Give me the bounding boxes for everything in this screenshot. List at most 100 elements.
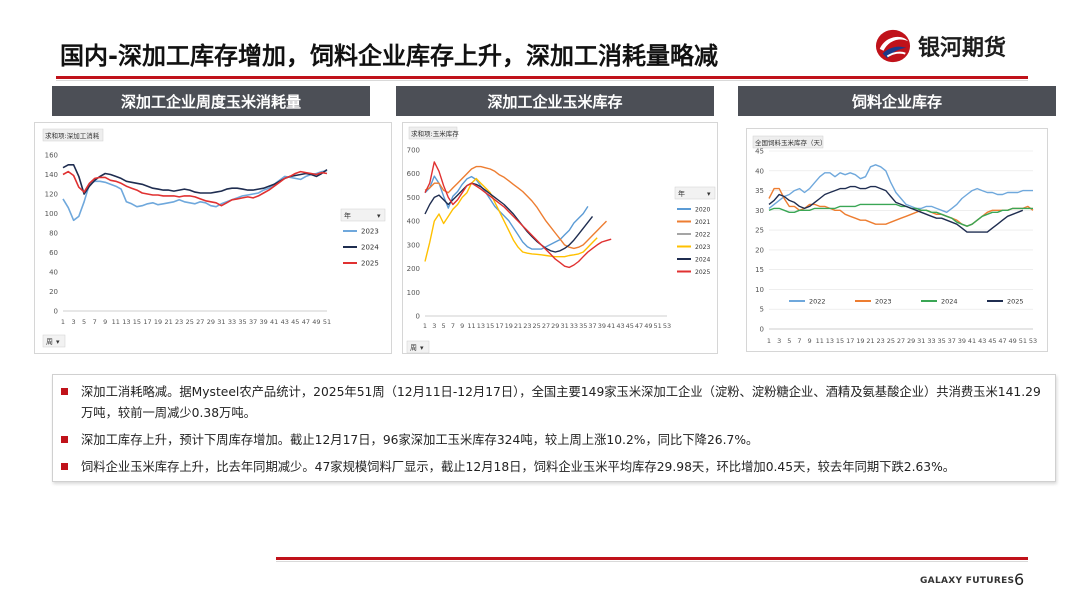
- x-tick-label: 13: [122, 318, 130, 326]
- x-tick-label: 13: [477, 322, 485, 330]
- x-tick-label: 25: [533, 322, 541, 330]
- x-tick-label: 31: [917, 337, 925, 345]
- x-filter-icon: ▾: [420, 344, 424, 352]
- y-tick-label: 100: [407, 289, 420, 297]
- legend-label: 2024: [695, 257, 710, 264]
- x-tick-label: 19: [505, 322, 513, 330]
- x-tick-label: 29: [207, 318, 215, 326]
- x-tick-label: 53: [1029, 337, 1037, 345]
- x-tick-label: 35: [579, 322, 587, 330]
- y-tick-label: 40: [49, 269, 58, 277]
- y-tick-label: 0: [54, 308, 58, 316]
- chart-inner-label-box: [752, 135, 824, 149]
- x-tick-label: 45: [626, 322, 634, 330]
- x-tick-label: 3: [71, 318, 75, 326]
- y-tick-label: 45: [755, 148, 764, 156]
- y-tick-label: 400: [407, 218, 420, 226]
- note-text: 饲料企业玉米库存上升，比去年同期减少。47家规模饲料厂显示，截止12月18日，饲…: [81, 460, 956, 474]
- x-tick-label: 7: [93, 318, 97, 326]
- x-tick-label: 19: [856, 337, 864, 345]
- x-tick-label: 47: [998, 337, 1006, 345]
- x-tick-label: 35: [937, 337, 945, 345]
- series-line-2024: [424, 182, 594, 253]
- x-tick-label: 41: [270, 318, 278, 326]
- y-tick-label: 160: [45, 152, 58, 160]
- x-tick-label: 23: [175, 318, 183, 326]
- x-tick-label: 21: [866, 337, 874, 345]
- x-tick-label: 51: [1019, 337, 1027, 345]
- legend-filter-icon: ▾: [707, 190, 711, 198]
- chart-inner-label: 全国饲料玉米库存（天）: [755, 138, 827, 147]
- x-tick-label: 39: [598, 322, 606, 330]
- x-tick-label: 3: [777, 337, 781, 345]
- x-tick-label: 19: [154, 318, 162, 326]
- legend-label: 2022: [809, 298, 826, 306]
- x-filter-label: 周: [46, 338, 53, 346]
- x-filter-box: [42, 334, 66, 348]
- y-tick-label: 200: [407, 265, 420, 273]
- legend-label: 2023: [695, 244, 710, 251]
- x-tick-label: 39: [259, 318, 267, 326]
- x-tick-label: 45: [988, 337, 996, 345]
- x-tick-label: 41: [968, 337, 976, 345]
- legend-label: 2023: [875, 298, 892, 306]
- x-filter-label: 周: [410, 344, 417, 352]
- x-tick-label: 23: [523, 322, 531, 330]
- y-tick-label: 80: [49, 230, 58, 238]
- y-tick-label: 35: [755, 187, 764, 195]
- legend-title: 年: [344, 211, 351, 220]
- x-tick-label: 33: [228, 318, 236, 326]
- x-tick-label: 15: [836, 337, 844, 345]
- chart-inner-label-box: [42, 128, 104, 142]
- x-tick-label: 27: [897, 337, 905, 345]
- x-tick-label: 29: [551, 322, 559, 330]
- note-item: 饲料企业玉米库存上升，比去年同期减少。47家规模饲料厂显示，截止12月18日，饲…: [61, 457, 1041, 478]
- legend-label: 2022: [695, 232, 710, 239]
- x-tick-label: 15: [486, 322, 494, 330]
- series-line-2024: [768, 203, 1033, 227]
- notes-box: 深加工消耗略减。据Mysteel农产品统计，2025年51周（12月11日-12…: [52, 374, 1056, 482]
- x-filter-icon: ▾: [56, 338, 60, 346]
- note-item: 深加工库存上升，预计下周库存增加。截止12月17日，96家深加工玉米库存324吨…: [61, 430, 1041, 451]
- x-tick-label: 21: [514, 322, 522, 330]
- x-tick-label: 11: [112, 318, 120, 326]
- legend-label: 2023: [361, 228, 379, 236]
- series-line-2021: [424, 165, 608, 250]
- title-rule-shadow: [56, 80, 1028, 81]
- x-tick-label: 49: [312, 318, 320, 326]
- series-line-2023: [424, 177, 598, 262]
- chart-panel-consumption: 求和项:深加工消耗 0 20 40 60 80 100 120 140 160 1 3 5 7 9 11 13 1…: [34, 122, 392, 354]
- x-tick-label: 37: [948, 337, 956, 345]
- galaxy-logo-icon: [875, 29, 911, 63]
- legend-label: 2024: [361, 244, 379, 252]
- bullet-icon: [61, 388, 68, 395]
- y-tick-label: 0: [760, 326, 764, 334]
- x-tick-label: 5: [787, 337, 791, 345]
- legend-filter-box: [674, 186, 716, 200]
- series-line-2024: [62, 164, 328, 195]
- note-item: 深加工消耗略减。据Mysteel农产品统计，2025年51周（12月11日-12…: [61, 382, 1041, 424]
- y-tick-label: 40: [755, 167, 764, 175]
- logo-text: 银河期货: [918, 36, 1007, 61]
- x-tick-label: 17: [846, 337, 854, 345]
- y-tick-label: 120: [45, 191, 58, 199]
- y-tick-label: 0: [416, 313, 420, 321]
- y-tick-label: 600: [407, 170, 420, 178]
- panel-header-feed: 饲料企业库存: [738, 86, 1056, 116]
- series-line-2025: [424, 161, 612, 269]
- legend-label: 2025: [695, 269, 710, 276]
- x-tick-label: 17: [495, 322, 503, 330]
- chart-panel-feed: 全国饲料玉米库存（天） 0 5 10 15 20 25 30 35 40 45 1 3 5 7 9 11 13 15…: [746, 128, 1048, 352]
- y-tick-label: 5: [760, 306, 764, 314]
- y-tick-label: 20: [755, 246, 764, 254]
- x-tick-label: 25: [887, 337, 895, 345]
- series-line-2023: [62, 169, 328, 222]
- series-line-2025: [768, 185, 1024, 233]
- note-text: 深加工库存上升，预计下周库存增加。截止12月17日，96家深加工玉米库存324吨…: [81, 433, 759, 447]
- x-tick-label: 7: [451, 322, 455, 330]
- series-line-2022: [768, 164, 1033, 213]
- x-tick-label: 5: [82, 318, 86, 326]
- x-tick-label: 13: [826, 337, 834, 345]
